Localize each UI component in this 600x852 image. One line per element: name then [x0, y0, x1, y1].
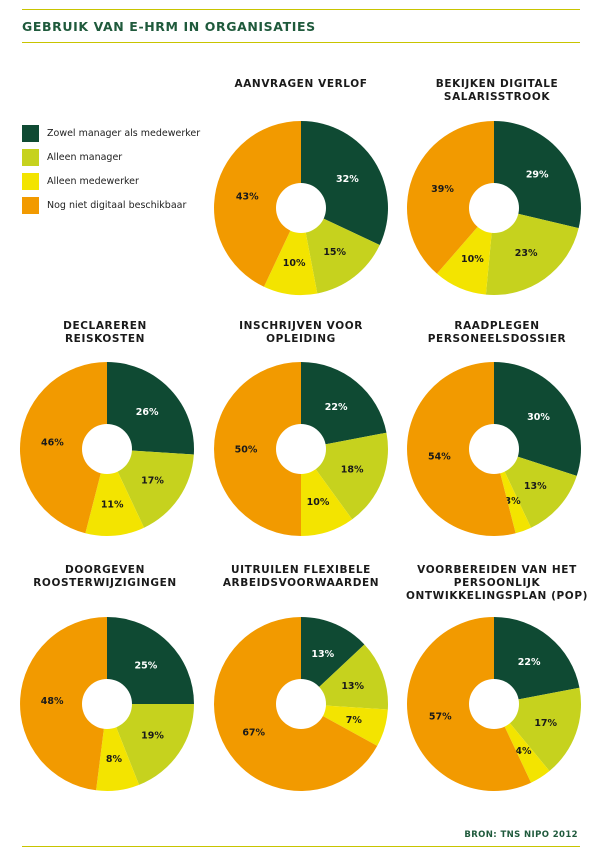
pie-slice — [85, 449, 145, 537]
data-label: 10% — [461, 254, 484, 265]
data-label: 32% — [336, 174, 359, 185]
data-label: 13% — [341, 681, 364, 692]
pie-slice — [107, 617, 194, 704]
chart-title: AANVRAGEN VERLOF — [234, 78, 368, 90]
chart-title: UITRUILEN FLEXIBELE ARBEIDSVOORWAARDEN — [222, 564, 380, 589]
pie-chart-roosterwijzigingen: 25% 19% 8% 48% — [20, 617, 194, 791]
data-label: 10% — [283, 258, 306, 269]
legend-swatch — [22, 148, 39, 166]
pie-slice — [436, 208, 494, 295]
legend-swatch — [22, 124, 39, 142]
data-label: 23% — [515, 248, 538, 259]
data-label: 54% — [428, 451, 451, 462]
data-label: 48% — [41, 696, 64, 707]
data-label: 15% — [323, 247, 346, 258]
data-label: 3% — [505, 496, 522, 507]
pie-slice — [19, 362, 108, 534]
pie-chart-personeelsdossier: 30% 13%3% 54% — [407, 362, 581, 536]
legend-label: Nog niet digitaal beschikbaar — [47, 199, 187, 211]
data-label: 13% — [524, 481, 547, 492]
donut-hole — [469, 679, 519, 729]
chart-title: BEKIJKEN DIGITALE SALARISSTROOK — [435, 78, 559, 103]
chart-title: DOORGEVEN ROOSTERWIJZIGINGEN — [33, 564, 177, 589]
pie-slice — [494, 449, 577, 528]
pie-chart-arbeidsvoorwaarden: 13% 13% 7% 67% — [213, 617, 389, 791]
legend-label: Alleen medewerker — [47, 175, 139, 187]
data-label: 22% — [518, 657, 541, 668]
bottom-rule — [22, 846, 580, 847]
donut-hole — [469, 183, 519, 233]
data-label: 46% — [41, 438, 64, 449]
legend-item: Nog niet digitaal beschikbaar — [22, 195, 200, 215]
legend-item: Alleen manager — [22, 147, 200, 167]
data-label: 19% — [141, 730, 164, 741]
source-note: BRON: TNS NIPO 2012 — [464, 830, 578, 840]
data-label: 7% — [346, 715, 363, 726]
pie-slice — [301, 449, 353, 536]
data-label: 57% — [429, 712, 452, 723]
donut-hole — [82, 424, 132, 474]
pie-chart-aanvragen-verlof: 32% 15% 10% 43% — [214, 121, 388, 296]
pie-slice — [301, 362, 387, 449]
chart-title: INSCHRIJVEN VOOR OPLEIDING — [239, 320, 363, 345]
data-label: 39% — [431, 184, 454, 195]
pie-slice — [494, 617, 580, 704]
data-label: 22% — [325, 402, 348, 413]
data-label: 17% — [141, 475, 164, 486]
donut-hole — [276, 183, 326, 233]
pie-chart-opleiding: 22% 18% 10% 50% — [214, 362, 389, 536]
pie-chart-salarisstrook: 29% 23% 10% 39% — [406, 121, 581, 295]
data-label: 30% — [527, 412, 550, 423]
legend-label: Zowel manager als medewerker — [47, 127, 201, 139]
data-label: 17% — [534, 718, 557, 729]
legend-swatch — [22, 172, 39, 190]
data-label: 8% — [106, 754, 123, 765]
legend-item: Alleen medewerker — [22, 171, 200, 191]
data-label: 67% — [242, 728, 265, 739]
chart-title: VOORBEREIDEN VAN HET PERSOONLIJK ONTWIKK… — [405, 564, 589, 602]
data-label: 4% — [515, 746, 532, 757]
pie-chart-pop: 22% 17% 4% 57% — [406, 617, 582, 791]
top-rule — [22, 9, 580, 10]
data-label: 43% — [236, 192, 259, 203]
data-label: 29% — [526, 169, 549, 180]
donut-hole — [276, 424, 326, 474]
pie-slice — [214, 121, 301, 287]
data-label: 25% — [135, 661, 158, 672]
pie-slice — [107, 449, 194, 528]
pie-slice — [107, 362, 195, 455]
data-label: 10% — [307, 497, 330, 508]
title-rule — [22, 42, 580, 43]
pie-slice — [407, 362, 516, 536]
pie-slice — [301, 617, 365, 704]
data-label: 50% — [235, 445, 258, 456]
chart-title: DECLAREREN REISKOSTEN — [63, 320, 147, 345]
pie-slice — [214, 362, 301, 536]
legend-label: Alleen manager — [47, 151, 123, 163]
legend-item: Zowel manager als medewerker — [22, 123, 200, 143]
pie-slice — [301, 208, 380, 294]
legend: Zowel manager als medewerker Alleen mana… — [22, 123, 200, 219]
donut-hole — [82, 679, 132, 729]
chart-title: RAADPLEGEN PERSONEELSDOSSIER — [427, 320, 567, 345]
data-label: 13% — [311, 649, 334, 660]
legend-swatch — [22, 196, 39, 214]
pie-slice — [406, 121, 494, 274]
data-label: 26% — [136, 407, 159, 418]
page-title: GEBRUIK VAN E-HRM IN ORGANISATIES — [22, 19, 316, 34]
pie-chart-reiskosten: 26% 17% 11% 46% — [19, 362, 195, 537]
pie-slice — [20, 617, 107, 791]
pie-slice — [107, 704, 194, 785]
donut-hole — [276, 679, 326, 729]
data-label: 11% — [101, 499, 124, 510]
pie-slice — [485, 208, 579, 295]
data-label: 18% — [341, 465, 364, 476]
donut-hole — [469, 424, 519, 474]
